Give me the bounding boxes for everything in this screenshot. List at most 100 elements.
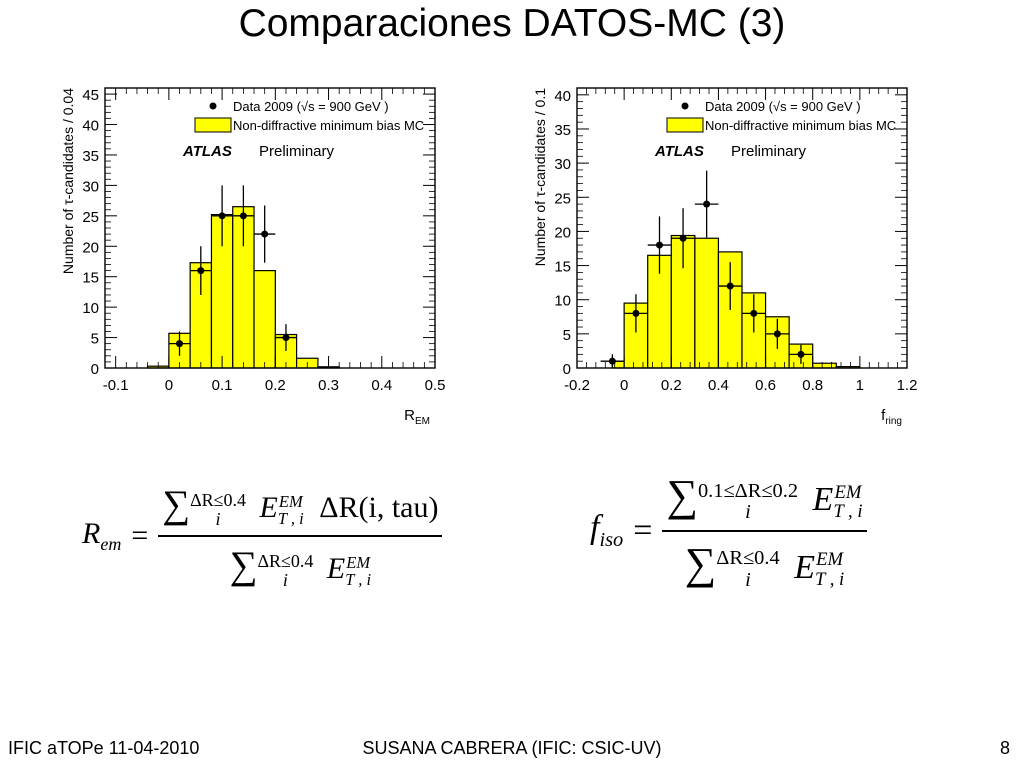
- y-tick-label: 0: [563, 361, 571, 378]
- x-tick-label: -0.1: [103, 377, 129, 394]
- y-tick-label: 10: [82, 300, 99, 317]
- sum-limits: ΔR≤0.4 i: [190, 491, 246, 529]
- footer-event-date: IFIC aTOPe 11-04-2010: [8, 738, 200, 758]
- plot-frame: [576, 87, 908, 369]
- sum-symbol: ∑: [162, 483, 191, 526]
- legend-mc-label: Non-diffractive minimum bias MC: [705, 118, 896, 133]
- data-point-marker: [261, 230, 269, 238]
- x-axis-title-subscript: EM: [415, 416, 430, 427]
- energy-scripts: EM T , i: [277, 491, 304, 529]
- formula-rem-denominator: ∑ ΔR≤0.4 i E EM T , i: [158, 537, 442, 590]
- legend-data-marker: [681, 102, 689, 110]
- energy-symbol: E: [794, 548, 815, 586]
- formula-fiso-lhs-base: f: [590, 509, 600, 547]
- atlas-label: ATLAS: [182, 143, 232, 160]
- x-axis-title-base: f: [881, 407, 886, 424]
- sum-lower-limit: i: [745, 501, 751, 524]
- data-point-marker: [197, 267, 205, 275]
- sum-symbol: ∑: [666, 471, 698, 520]
- data-point-marker: [703, 200, 711, 208]
- energy-subscript: T , i: [345, 570, 372, 590]
- data-points: [600, 170, 813, 368]
- sum-upper-limit: ΔR≤0.4: [716, 547, 780, 570]
- x-tick-label: 0.8: [802, 377, 823, 394]
- x-tick-label: 1: [856, 377, 864, 394]
- data-point-marker: [679, 234, 687, 242]
- x-axis-title-subscript: ring: [885, 416, 902, 427]
- formula-fiso-equals: =: [633, 511, 653, 549]
- preliminary-label: Preliminary: [259, 143, 335, 160]
- energy-subscript: T , i: [814, 568, 845, 590]
- mc-histogram: [611, 234, 861, 369]
- legend-mc-label: Non-diffractive minimum bias MC: [233, 118, 424, 133]
- formula-rem-numerator: ∑ ΔR≤0.4 i E EM T , i ΔR(i, tau): [158, 482, 443, 537]
- y-tick-label: 45: [82, 87, 99, 104]
- data-point-marker: [608, 357, 616, 365]
- y-tick-label: 5: [91, 331, 99, 348]
- x-tick-label: 0.5: [425, 377, 446, 394]
- x-tick-label: 0.6: [755, 377, 776, 394]
- data-point-marker: [750, 309, 758, 317]
- legend-data-marker: [209, 102, 217, 110]
- data-point-marker: [773, 330, 781, 338]
- footer-author: SUSANA CABRERA (IFIC: CSIC-UV): [362, 738, 662, 758]
- x-axis-title: fring: [881, 407, 902, 427]
- formula-rem: Rem = ∑ ΔR≤0.4 i E EM T , i ΔR(i, tau) ∑ ΔR≤0.…: [82, 482, 443, 590]
- x-tick-label: 0.4: [371, 377, 392, 394]
- formula-rem-lhs-base: R: [82, 517, 101, 550]
- energy-scripts: EM T , i: [815, 550, 844, 589]
- x-tick-label: 0.1: [212, 377, 233, 394]
- legend-data-label: Data 2009 (√s = 900 GeV ): [233, 99, 389, 114]
- preliminary-label: Preliminary: [731, 143, 807, 160]
- mc-bin-bar: [253, 270, 276, 369]
- y-tick-label: 20: [82, 239, 99, 256]
- energy-symbol: E: [259, 491, 278, 524]
- y-tick-label: 20: [554, 224, 571, 241]
- x-tick-label: 0: [165, 377, 173, 394]
- formula-rem-lhs-sub: em: [100, 534, 122, 554]
- energy-symbol: E: [812, 481, 834, 518]
- y-tick-label: 30: [82, 178, 99, 195]
- x-tick-label: 0.4: [708, 377, 729, 394]
- y-tick-label: 15: [82, 270, 99, 287]
- y-axis-title: Number of τ-candidates / 0.1: [532, 88, 548, 267]
- formula-fiso-fraction: ∑ 0.1≤ΔR≤0.2 i E EM T , i ∑ ΔR≤0.4 i E EM T , i: [662, 470, 867, 591]
- energy-superscript: EM: [278, 491, 303, 511]
- sum-upper-limit: ΔR≤0.4: [257, 551, 314, 572]
- legend-mc-swatch: [666, 117, 704, 133]
- y-tick-label: 25: [554, 190, 571, 207]
- legend-mc-swatch: [194, 117, 232, 133]
- y-tick-label: 0: [91, 361, 99, 378]
- formula-rem-lhs: Rem: [82, 517, 121, 554]
- mc-bin-bar: [694, 237, 720, 369]
- y-tick-label: 5: [563, 327, 571, 344]
- x-tick-label: -0.2: [564, 377, 590, 394]
- y-tick-label: 40: [82, 118, 99, 135]
- x-axis-title: REM: [404, 407, 430, 427]
- y-tick-label: 35: [82, 148, 99, 165]
- energy-symbol: E: [326, 552, 346, 585]
- energy-superscript: EM: [346, 552, 371, 572]
- y-tick-label: 25: [82, 209, 99, 226]
- x-tick-label: 0.3: [318, 377, 339, 394]
- data-point-marker: [239, 212, 247, 220]
- formula-fiso-lhs: fiso: [590, 509, 623, 551]
- sum-upper-limit: ΔR≤0.4: [190, 490, 247, 511]
- legend-data-label: Data 2009 (√s = 900 GeV ): [705, 99, 861, 114]
- x-axis-title-base: R: [404, 407, 415, 424]
- formula-fiso-lhs-sub: iso: [599, 529, 624, 552]
- y-tick-label: 15: [554, 259, 571, 276]
- sum-lower-limit: i: [282, 570, 288, 591]
- energy-superscript: EM: [816, 549, 844, 571]
- x-tick-label: 0.2: [265, 377, 286, 394]
- y-tick-label: 10: [554, 293, 571, 310]
- footer-page-number: 8: [999, 738, 1010, 758]
- sum-lower-limit: i: [215, 509, 221, 530]
- sum-limits: 0.1≤ΔR≤0.2 i: [698, 480, 798, 524]
- x-tick-label: 1.2: [897, 377, 918, 394]
- data-point-marker: [632, 309, 640, 317]
- energy-subscript: T , i: [277, 509, 304, 529]
